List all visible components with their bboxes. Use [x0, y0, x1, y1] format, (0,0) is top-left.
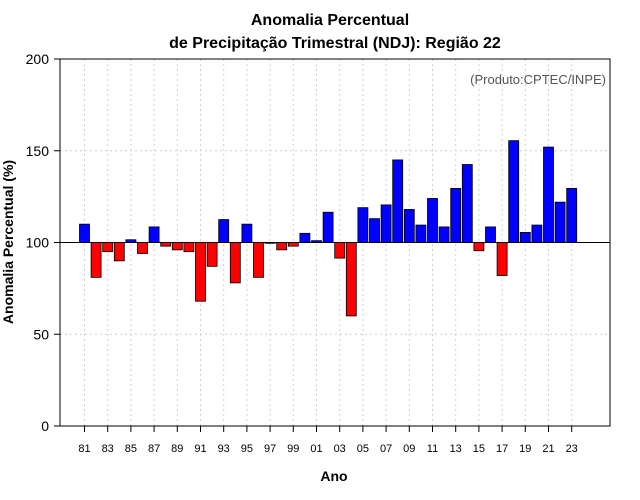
x-tick-label: 13: [450, 443, 462, 455]
chart-title-line1: Anomalia Percentual: [251, 12, 409, 29]
bar-11: [427, 198, 438, 243]
bar-04: [345, 242, 357, 317]
bar-00: [299, 232, 311, 243]
bar-86: [137, 242, 148, 254]
bar-03: [334, 242, 346, 259]
x-tick-label: 81: [78, 443, 90, 455]
x-tick-label: 85: [125, 443, 137, 455]
bar-91: [195, 242, 206, 302]
x-tick-label: 15: [473, 443, 485, 455]
bar-89: [171, 242, 183, 251]
bar-13: [450, 187, 462, 243]
bar-84: [113, 242, 125, 262]
y-tick-label: 0: [41, 418, 49, 434]
bar-90: [183, 242, 195, 253]
y-tick-label: 100: [26, 235, 50, 251]
grid: [60, 59, 610, 426]
bar-09: [403, 209, 415, 243]
y-tick-label: 50: [33, 326, 49, 342]
x-tick-label: 89: [171, 443, 183, 455]
bar-10: [415, 224, 427, 243]
x-tick-label: 91: [194, 443, 206, 455]
bar-12: [438, 226, 450, 243]
y-tick-label: 200: [26, 51, 50, 67]
x-tick-label: 99: [287, 443, 299, 455]
x-tick-label: 83: [102, 443, 114, 455]
bar-21: [543, 146, 554, 243]
y-tick-label: 150: [26, 143, 50, 159]
x-tick-label: 23: [566, 443, 578, 455]
credit-text: (Produto:CPTEC/INPE): [470, 72, 606, 87]
x-tick-label: 87: [148, 443, 160, 455]
bar-05: [357, 207, 369, 243]
bar-98: [276, 242, 288, 251]
bar-15: [473, 242, 485, 252]
bar-14: [461, 164, 473, 243]
x-tick-label: 07: [380, 443, 392, 455]
x-tick-label: 19: [519, 443, 531, 455]
x-tick-label: 93: [218, 443, 230, 455]
bar-16: [485, 226, 496, 243]
bar-18: [508, 140, 520, 243]
bar-17: [496, 242, 508, 276]
bar-81: [79, 223, 90, 243]
x-tick-label: 05: [357, 443, 369, 455]
x-tick-label: 21: [542, 443, 554, 455]
bar-83: [102, 242, 114, 253]
bar-08: [392, 159, 404, 243]
x-axis-label: Ano: [320, 468, 347, 484]
bar-23: [566, 187, 578, 243]
y-axis: 0 50 100 150 200: [26, 51, 60, 434]
x-tick-label: 11: [427, 443, 438, 455]
y-axis-label: Anomalia Percentual (%): [0, 160, 16, 324]
bar-82: [90, 242, 102, 278]
bar-06: [369, 218, 380, 243]
x-tick-label: 09: [403, 443, 415, 455]
bar-96: [253, 242, 264, 278]
x-tick-label: 01: [310, 443, 322, 455]
bar-19: [519, 232, 531, 243]
bar-99: [287, 242, 299, 247]
bar-07: [380, 204, 392, 243]
bar-22: [554, 201, 566, 243]
x-tick-label: 17: [496, 443, 508, 455]
bar-88: [160, 242, 172, 247]
bar-93: [218, 219, 230, 243]
bar-02: [322, 211, 334, 243]
bar-92: [206, 242, 218, 267]
bar-95: [241, 223, 253, 243]
bar-87: [148, 226, 160, 243]
bar-20: [531, 224, 543, 243]
x-tick-label: 03: [334, 443, 346, 455]
x-tick-label: 97: [264, 443, 276, 455]
bar-94: [229, 242, 241, 284]
x-axis: 81 83 85 87 89 91 93 95 97 99 01 03 05 07 09 11 13 15 17 19…: [78, 426, 578, 455]
x-tick-label: 95: [241, 443, 253, 455]
chart-title-line2: de Precipitação Trimestral (NDJ): Região…: [169, 35, 501, 52]
